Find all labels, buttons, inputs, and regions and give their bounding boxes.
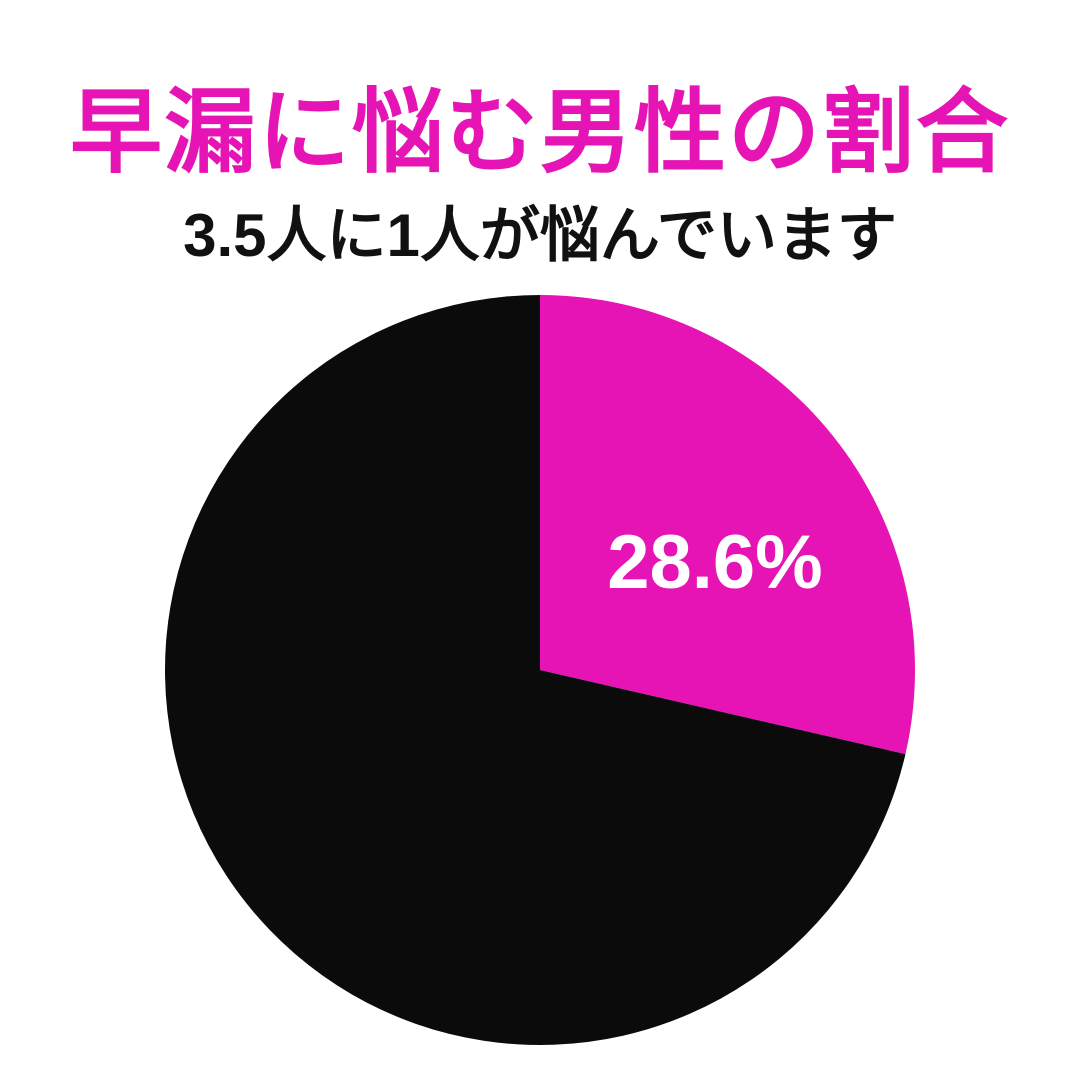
chart-title: 早漏に悩む男性の割合	[69, 82, 1010, 184]
pie-slice-0	[540, 295, 916, 755]
pie-slice-1	[165, 295, 906, 1045]
slice-label-0: 28.6%	[607, 520, 823, 605]
chart-subtitle: 3.5人に1人が悩んでいます	[183, 202, 897, 269]
